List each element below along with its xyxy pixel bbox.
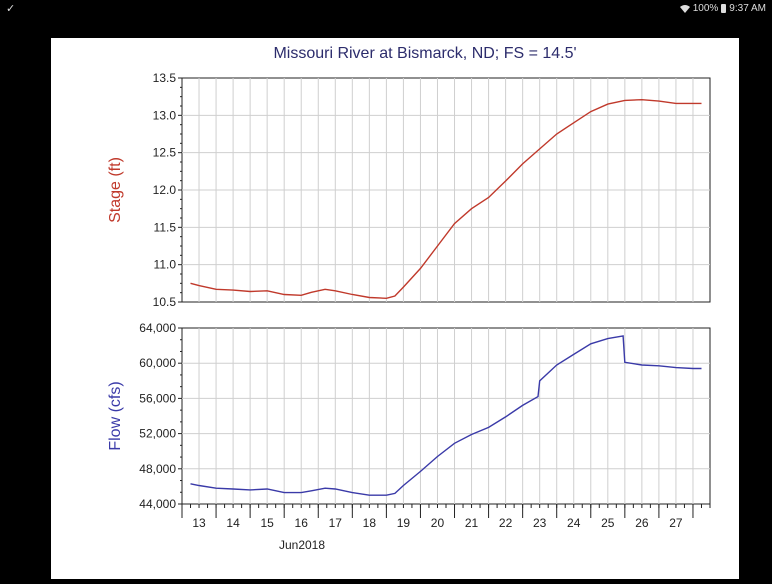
chart-title: Missouri River at Bismarck, ND; FS = 14.… [273,45,576,62]
hydrograph-chart: Missouri River at Bismarck, ND; FS = 14.… [107,45,711,552]
x-tick-label: 15 [260,516,274,530]
x-tick-label: 18 [363,516,377,530]
clock: 9:37 AM [729,3,766,14]
x-tick-label: 26 [635,516,649,530]
x-tick-label: 23 [533,516,547,530]
y-tick-label: 60,000 [139,356,176,370]
status-bar: ✓ 100% 9:37 AM [0,0,772,18]
flow-y-axis: 64,000 60,000 56,000 52,000 48,000 44,000 [139,321,182,511]
x-tick-label: 25 [601,516,615,530]
battery-icon [721,4,727,13]
y-tick-label: 52,000 [139,427,176,441]
wifi-icon [679,4,690,13]
battery-percent: 100% [692,3,719,14]
check-icon: ✓ [6,3,16,15]
flow-series-line [190,335,702,496]
y-tick-label: 64,000 [139,321,176,335]
stage-grid [182,78,710,302]
y-tick-label: 56,000 [139,391,176,405]
flow-y-label: Flow (cfs) [107,381,124,450]
x-tick-label: 13 [192,516,206,530]
y-tick-label: 12.5 [153,146,177,160]
stage-y-axis: 13.5 13.0 12.5 12.0 11.5 11.0 10.5 [153,71,182,309]
y-tick-label: 48,000 [139,462,176,476]
x-axis-month-label: Jun2018 [279,538,325,552]
status-right: 100% 9:37 AM [679,3,766,14]
y-tick-label: 13.5 [153,71,177,85]
x-tick-label: 19 [397,516,411,530]
y-tick-label: 44,000 [139,497,176,511]
y-tick-label: 12.0 [153,183,177,197]
stage-series-line [190,98,702,300]
x-tick-label: 14 [226,516,240,530]
y-tick-label: 11.0 [154,258,177,272]
flow-grid [182,328,710,504]
x-tick-label: 16 [295,516,309,530]
chart-panel: Missouri River at Bismarck, ND; FS = 14.… [51,38,739,579]
y-tick-label: 13.0 [153,108,177,122]
flow-plot-area [181,327,711,505]
x-axis: 13 14 15 16 17 18 19 20 21 22 23 24 25 26 27 [181,504,711,530]
x-tick-label: 24 [567,516,581,530]
y-tick-label: 10.5 [153,295,177,309]
x-tick-label: 17 [329,516,343,530]
y-tick-label: 11.5 [154,220,177,234]
x-tick-label: 20 [431,516,445,530]
x-tick-label: 21 [465,516,479,530]
stage-y-label: Stage (ft) [107,157,124,223]
x-tick-label: 22 [499,516,513,530]
x-tick-label: 27 [669,516,683,530]
